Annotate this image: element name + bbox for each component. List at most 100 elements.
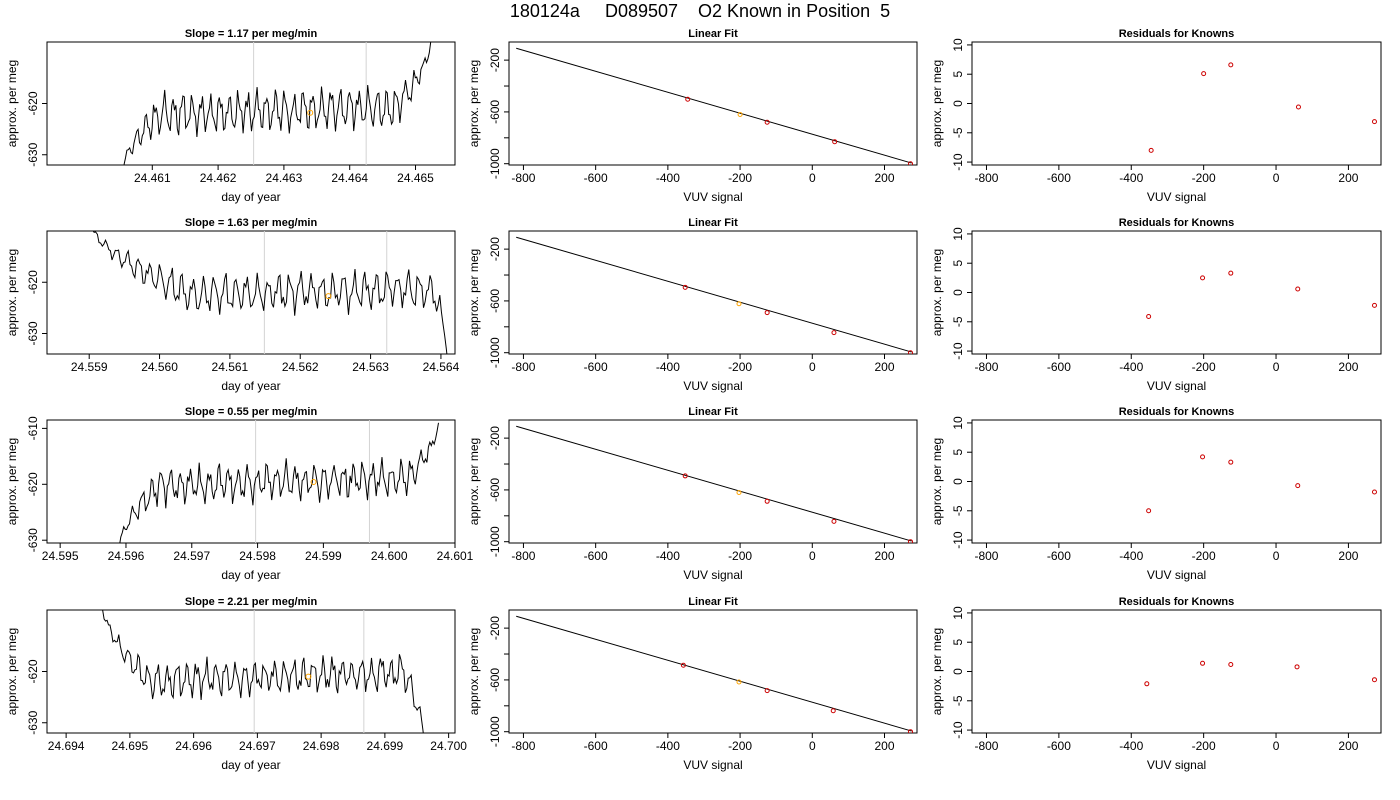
chart-r4-ts: Slope = 2.21 per meg/min 24.694 24.695 24.6… <box>5 596 467 772</box>
known-marker <box>310 479 317 486</box>
data-point <box>680 662 686 668</box>
fit-line <box>516 615 912 732</box>
data-point <box>1228 661 1234 667</box>
x-tick-label: -200 <box>1192 360 1216 374</box>
data-point <box>1200 660 1206 666</box>
chart-title: Slope = 1.17 per meg/min <box>185 28 318 40</box>
x-axis-label: day of year <box>221 568 280 582</box>
x-axis-label: VUV signal <box>1147 568 1206 582</box>
y-tick-label: 5 <box>951 639 965 646</box>
plot-frame <box>971 230 1382 355</box>
y-tick-label: -1000 <box>488 526 502 557</box>
x-tick-label: 24.599 <box>305 549 342 563</box>
plot-area <box>1146 454 1377 514</box>
x-tick-label: 200 <box>1338 171 1358 185</box>
y-axis-label: approx. per meg <box>930 628 944 715</box>
data-point <box>764 688 770 694</box>
y-tick-label: -620 <box>26 472 40 496</box>
x-tick-label: -600 <box>1047 739 1071 753</box>
data-point <box>1371 677 1377 683</box>
y-tick-label: -630 <box>26 710 40 734</box>
y-tick-label: 0 <box>951 289 965 296</box>
data-point <box>1146 314 1152 320</box>
x-tick-label: 24.462 <box>200 171 237 185</box>
x-tick-label: 0 <box>809 739 816 753</box>
plot-area <box>123 42 432 165</box>
y-tick-label: -10 <box>951 153 965 171</box>
x-tick-label: 24.563 <box>352 360 389 374</box>
x-tick-label: -800 <box>511 360 535 374</box>
data-point <box>1148 147 1154 153</box>
y-tick-label: -600 <box>488 668 502 692</box>
data-point <box>908 350 914 354</box>
x-tick-label: -400 <box>1119 360 1143 374</box>
y-axis-label: approx. per meg <box>467 628 481 715</box>
data-trace <box>92 231 448 354</box>
chart-title: Residuals for Knowns <box>1119 406 1235 418</box>
plot-frame <box>508 609 918 734</box>
data-point <box>1200 275 1206 281</box>
fit-line <box>516 425 912 542</box>
x-tick-label: 24.699 <box>367 739 404 753</box>
plot-frame <box>46 230 456 355</box>
y-tick-label: 0 <box>951 668 965 675</box>
chart-r2-fit: Linear Fit -800 -600 -400 -200 0 200 VUV signal… <box>467 217 918 393</box>
y-tick-label: -200 <box>488 616 502 640</box>
x-tick-label: 24.700 <box>430 739 467 753</box>
x-tick-label: 24.564 <box>423 360 460 374</box>
x-tick-label: 0 <box>1273 360 1280 374</box>
chart-r4-fit: Linear Fit -800 -600 -400 -200 0 200 VUV signal… <box>467 596 918 772</box>
x-tick-label: 24.694 <box>48 739 85 753</box>
data-point <box>1295 483 1301 489</box>
x-tick-label: 200 <box>1338 549 1358 563</box>
x-tick-label: -800 <box>511 739 535 753</box>
x-tick-label: -200 <box>1192 549 1216 563</box>
fit-line <box>516 236 912 353</box>
data-point <box>1228 459 1234 465</box>
data-point <box>1228 270 1234 276</box>
plot-area <box>119 420 439 543</box>
y-tick-label: -630 <box>26 528 40 552</box>
y-axis-label: approx. per meg <box>467 249 481 336</box>
x-tick-label: -800 <box>511 549 535 563</box>
plot-area <box>516 47 914 165</box>
y-tick-label: -5 <box>951 127 965 138</box>
data-point <box>736 490 742 496</box>
data-point <box>764 498 770 504</box>
x-tick-label: 200 <box>874 739 894 753</box>
x-tick-label: 24.600 <box>371 549 408 563</box>
data-point <box>1295 286 1301 292</box>
chart-r3-ts: Slope = 0.55 per meg/min 24.595 24.596 24.5… <box>5 406 474 582</box>
x-tick-label: 24.696 <box>175 739 212 753</box>
x-tick-label: -600 <box>584 171 608 185</box>
plot-frame <box>508 41 918 166</box>
y-tick-label: -1000 <box>488 716 502 747</box>
chart-title: Slope = 1.63 per meg/min <box>185 217 318 229</box>
plot-frame <box>971 609 1382 734</box>
y-tick-label: -600 <box>488 478 502 502</box>
chart-title: Residuals for Knowns <box>1119 596 1235 608</box>
x-tick-label: 24.561 <box>212 360 249 374</box>
x-tick-label: 24.598 <box>239 549 276 563</box>
plot-area <box>102 610 424 733</box>
data-trace <box>119 422 439 543</box>
data-trace <box>123 42 432 165</box>
chart-r1-res: Residuals for Knowns -800 -600 -400 -200 0 200… <box>930 28 1382 204</box>
page-title: 180124a D089507 O2 Known in Position 5 <box>509 1 891 21</box>
y-axis-label: approx. per meg <box>467 60 481 147</box>
y-tick-label: -630 <box>26 321 40 345</box>
y-axis-label: approx. per meg <box>5 249 19 336</box>
x-tick-label: 200 <box>1338 360 1358 374</box>
y-tick-label: -620 <box>26 659 40 683</box>
plot-frame <box>46 419 456 544</box>
plot-area <box>516 236 914 354</box>
y-tick-label: -600 <box>488 100 502 124</box>
data-point <box>830 708 836 714</box>
x-tick-label: 24.695 <box>112 739 149 753</box>
chart-r1-fit: Linear Fit -800 -600 -400 -200 0 200 VUV signal… <box>467 28 918 204</box>
x-tick-label: -200 <box>1192 171 1216 185</box>
x-tick-label: 24.560 <box>141 360 178 374</box>
y-tick-label: -5 <box>951 695 965 706</box>
x-tick-label: -200 <box>1192 739 1216 753</box>
x-axis-label: day of year <box>221 379 280 393</box>
